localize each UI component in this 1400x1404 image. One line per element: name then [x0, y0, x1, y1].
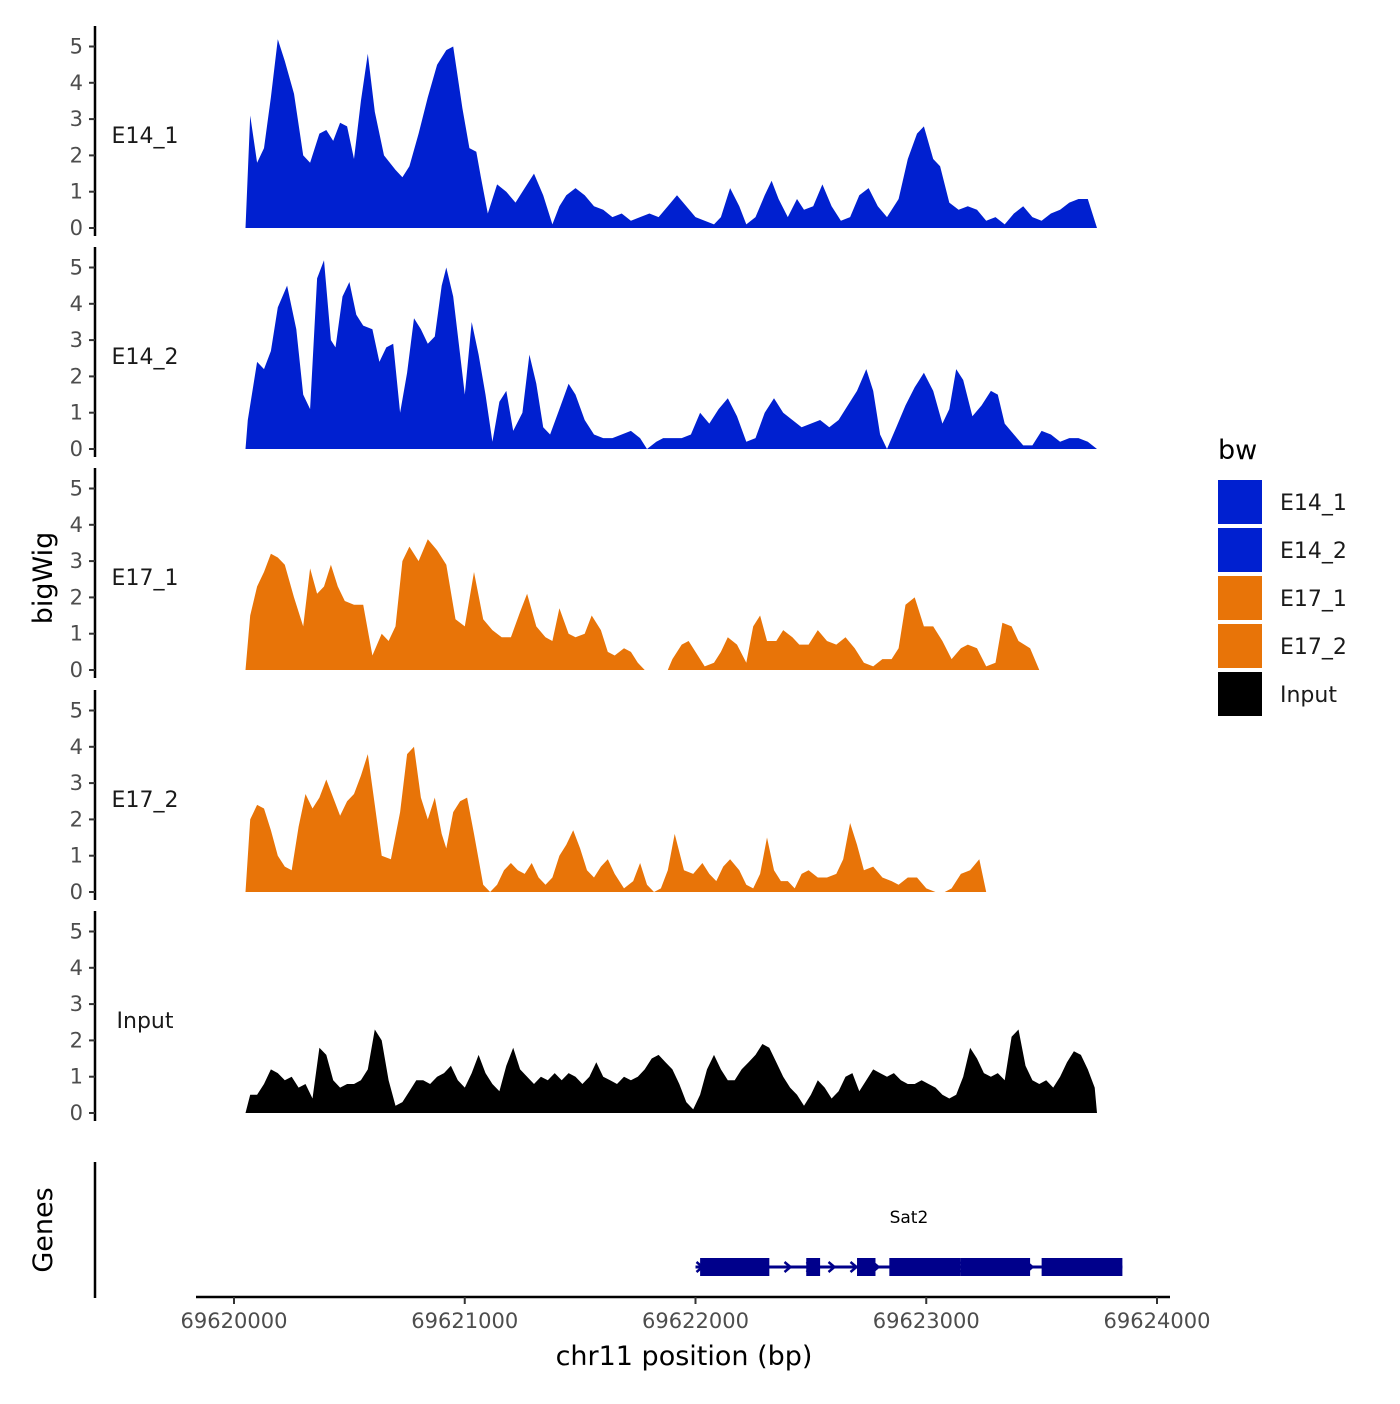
coverage-area-e14-2: [245, 260, 1097, 449]
gene-exon: [960, 1258, 1031, 1276]
legend-label: E17_2: [1280, 635, 1347, 660]
y-tick-label: 1: [70, 844, 83, 868]
track-label: E17_2: [112, 788, 179, 813]
y-tick-label: 0: [70, 437, 83, 461]
x-tick-label: 69621000: [411, 1309, 518, 1333]
strand-arrow: [783, 1261, 793, 1273]
x-axis: 69620000 69621000 69622000 69623000 69624000: [181, 1295, 1211, 1333]
y-tick-label: 1: [70, 1065, 83, 1089]
legend-label: Input: [1280, 683, 1337, 708]
y-tick-label: 0: [70, 216, 83, 240]
strand-arrow: [827, 1261, 837, 1273]
track-label: E14_2: [112, 345, 179, 370]
legend-swatch: [1218, 624, 1262, 668]
track-e14-1: 0 1 2 3 4 5 E14_1: [70, 25, 1097, 240]
track-e17-2: 0 1 2 3 4 5 E17_2: [70, 689, 987, 904]
track-e17-1: 0 1 2 3 4 5 E17_1: [70, 467, 1040, 682]
y-tick-label: 2: [70, 143, 83, 167]
y-tick-label: 0: [70, 658, 83, 682]
x-tick-label: 69624000: [1104, 1309, 1211, 1333]
legend-item-e17-1: E17_1: [1218, 576, 1347, 620]
legend-item-e17-2: E17_2: [1218, 624, 1347, 668]
gene-exon: [889, 1258, 961, 1276]
x-tick-label: 69623000: [873, 1309, 980, 1333]
legend-swatch: [1218, 576, 1262, 620]
y-tick-label: 2: [70, 1028, 83, 1052]
y-tick-label: 1: [70, 401, 83, 425]
y-tick-label: 1: [70, 622, 83, 646]
genes-layer: Sat2: [93, 1162, 1123, 1298]
y-tick-label: 4: [70, 956, 83, 980]
track-e14-2: 0 1 2 3 4 5 E14_2: [70, 246, 1097, 461]
y-tick-label: 3: [70, 107, 83, 131]
x-tick-label: 69622000: [642, 1309, 749, 1333]
y-tick-label: 0: [70, 880, 83, 904]
gene-name-label: Sat2: [890, 1208, 929, 1228]
gene-sat2: Sat2: [695, 1208, 1123, 1276]
y-tick-label: 5: [70, 35, 83, 59]
y-tick-label: 1: [70, 180, 83, 204]
y-tick-label: 2: [70, 364, 83, 388]
legend-label: E17_1: [1280, 587, 1347, 612]
track-label: Input: [117, 1009, 174, 1034]
y-tick-label: 5: [70, 920, 83, 944]
genes-track-title: Genes: [28, 1187, 59, 1272]
legend-item-e14-2: E14_2: [1218, 528, 1347, 572]
y-tick-label: 5: [70, 699, 83, 723]
legend-label: E14_1: [1280, 491, 1347, 516]
y-tick-label: 3: [70, 992, 83, 1016]
legend-title: bw: [1218, 435, 1257, 466]
x-tick-label: 69620000: [181, 1309, 288, 1333]
y-tick-label: 0: [70, 1101, 83, 1125]
strand-arrow: [849, 1261, 859, 1273]
legend: bw E14_1 E14_2 E17_1 E17_2 Input: [1218, 435, 1347, 716]
track-label: E17_1: [112, 566, 179, 591]
y-tick-label: 4: [70, 292, 83, 316]
legend-swatch: [1218, 528, 1262, 572]
gene-exon: [700, 1258, 770, 1276]
y-tick-label: 5: [70, 256, 83, 280]
legend-item-input: Input: [1218, 672, 1337, 716]
y-tick-label: 3: [70, 328, 83, 352]
gene-exon: [1041, 1258, 1123, 1276]
gene-exon: [857, 1258, 876, 1276]
y-tick-label: 4: [70, 735, 83, 759]
coverage-area-input: [245, 1029, 1097, 1113]
coverage-area-e17-2: [245, 746, 987, 892]
gene-exon: [806, 1258, 821, 1276]
y-tick-label: 3: [70, 771, 83, 795]
y-tick-label: 3: [70, 549, 83, 573]
track-label: E14_1: [112, 124, 179, 149]
y-axis-title: bigWig: [28, 532, 59, 625]
legend-item-e14-1: E14_1: [1218, 480, 1347, 524]
legend-swatch: [1218, 672, 1262, 716]
y-tick-label: 2: [70, 585, 83, 609]
coverage-area-e17-1: [245, 539, 1040, 670]
coverage-area-e14-1: [245, 39, 1097, 229]
x-axis-title: chr11 position (bp): [556, 1341, 813, 1372]
legend-swatch: [1218, 480, 1262, 524]
track-input: 0 1 2 3 4 5 Input: [70, 910, 1097, 1125]
tracks-layer: 0 1 2 3 4 5 E14_1 0 1 2 3 4 5 E14_2 0 1 2 3 4 5 E17_1 0 1 2 3 4 5 E…: [70, 25, 1097, 1125]
legend-label: E14_2: [1280, 539, 1347, 564]
y-tick-label: 4: [70, 71, 83, 95]
y-tick-label: 2: [70, 807, 83, 831]
y-tick-label: 4: [70, 513, 83, 537]
y-tick-label: 5: [70, 477, 83, 501]
